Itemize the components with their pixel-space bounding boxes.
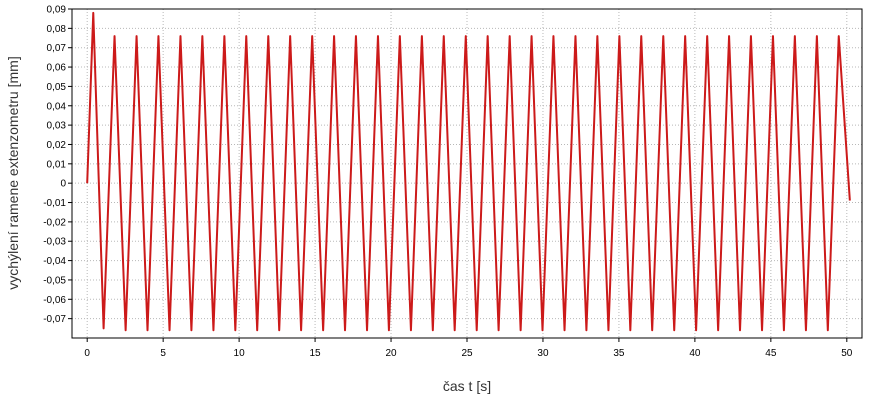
y-tick-label: -0,02: [43, 217, 66, 228]
x-tick-label: 35: [613, 348, 625, 359]
x-tick-label: 20: [385, 348, 397, 359]
y-tick-label: -0,05: [43, 275, 66, 286]
x-tick-label: 45: [765, 348, 777, 359]
series-layer: [86, 11, 851, 332]
series-line-1: [86, 11, 851, 332]
x-tick-label: 30: [537, 348, 549, 359]
x-tick-label: 10: [234, 348, 246, 359]
x-tick-label: 50: [841, 348, 853, 359]
y-tick-label: -0,06: [43, 295, 66, 306]
y-tick-label: -0,04: [43, 256, 66, 267]
x-axis-title: čas t [s]: [443, 378, 491, 394]
y-tick-label: 0,04: [47, 101, 67, 112]
y-tick-label: -0,01: [43, 198, 66, 209]
x-tick-label: 5: [160, 348, 166, 359]
y-axis: 0,09 0,08 0,07 0,06 0,05 0,04 0,03 0,02 0,01 0 -0,…: [43, 5, 72, 325]
y-tick-label: 0: [60, 179, 66, 190]
y-axis-title: vychýlení ramene extenzometru [mm]: [5, 56, 21, 289]
x-tick-label: 15: [310, 348, 322, 359]
y-tick-label: 0,07: [47, 43, 67, 54]
x-tick-label: 0: [84, 348, 90, 359]
y-tick-label: 0,06: [47, 63, 67, 74]
x-axis: 0 5 10 15 20 25 30 35 40 45 50: [84, 338, 853, 359]
x-tick-label: 40: [689, 348, 701, 359]
y-tick-label: 0,01: [47, 159, 67, 170]
y-tick-label: -0,03: [43, 237, 66, 248]
y-tick-label: 0,09: [47, 5, 67, 16]
y-tick-label: 0,02: [47, 140, 67, 151]
y-tick-label: 0,05: [47, 82, 67, 93]
y-tick-label: -0,07: [43, 314, 66, 325]
y-tick-label: 0,08: [47, 24, 67, 35]
x-tick-label: 25: [461, 348, 473, 359]
y-tick-label: 0,03: [47, 121, 67, 132]
